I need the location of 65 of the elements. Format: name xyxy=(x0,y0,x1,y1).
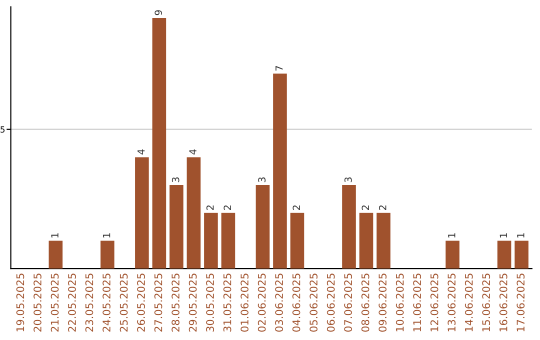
bar xyxy=(273,74,287,269)
x-tick-label: 21.05.2025 xyxy=(50,274,59,332)
x-tick-label: 14.06.2025 xyxy=(464,274,473,332)
bar xyxy=(256,185,270,269)
x-tick-label: 30.05.2025 xyxy=(206,274,214,332)
x-tick-label: 20.05.2025 xyxy=(34,274,42,332)
bar xyxy=(135,157,149,269)
data-label: 2 xyxy=(378,205,386,210)
x-tick-label: 28.05.2025 xyxy=(172,274,180,332)
x-tick-label: 13.06.2025 xyxy=(448,274,456,332)
x-tick-label: 04.06.2025 xyxy=(292,274,300,332)
bar xyxy=(290,212,304,269)
bar xyxy=(376,212,390,269)
x-tick-label: 12.06.2025 xyxy=(430,274,438,332)
data-label: 1 xyxy=(103,233,110,238)
data-label: 4 xyxy=(138,149,145,154)
data-label: 2 xyxy=(292,205,300,210)
x-tick-label: 26.05.2025 xyxy=(137,274,145,332)
data-label: 1 xyxy=(500,233,507,238)
data-label: 3 xyxy=(172,177,180,182)
bar xyxy=(204,212,218,269)
x-tick-label: 05.06.2025 xyxy=(310,274,318,332)
bar xyxy=(100,240,114,269)
data-label: 1 xyxy=(517,233,524,238)
bar xyxy=(514,240,528,269)
x-tick-label: 06.06.2025 xyxy=(326,274,335,332)
bar xyxy=(221,212,236,269)
bar xyxy=(152,18,166,269)
x-tick-label: 02.06.2025 xyxy=(258,274,266,332)
x-tick-label: 03.06.2025 xyxy=(275,274,283,332)
data-label: 2 xyxy=(362,205,369,210)
x-tick-label: 27.05.2025 xyxy=(154,274,162,332)
bar xyxy=(342,185,356,269)
bar xyxy=(497,240,512,269)
bar xyxy=(186,157,201,269)
x-tick-label: 31.05.2025 xyxy=(223,274,232,332)
data-label: 4 xyxy=(189,149,196,154)
data-label: 1 xyxy=(448,233,456,238)
data-label: 9 xyxy=(154,10,162,16)
bar xyxy=(359,212,374,269)
data-label: 1 xyxy=(51,233,58,238)
data-label: 7 xyxy=(276,66,283,71)
data-label: 3 xyxy=(258,177,266,182)
x-tick-label: 11.06.2025 xyxy=(413,274,422,332)
x-tick-label: 25.05.2025 xyxy=(120,274,128,332)
x-tick-label: 22.05.2025 xyxy=(68,274,76,332)
bar xyxy=(446,240,460,269)
bar xyxy=(170,185,184,269)
x-tick-label: 24.05.2025 xyxy=(102,274,110,332)
data-label: 2 xyxy=(206,205,214,210)
data-label: 3 xyxy=(344,177,352,182)
x-tick-label: 08.06.2025 xyxy=(361,274,370,332)
x-tick-label: 15.06.2025 xyxy=(482,274,490,332)
x-tick-label: 29.05.2025 xyxy=(188,274,197,332)
bar xyxy=(48,240,63,269)
x-tick-label: 23.05.2025 xyxy=(85,274,94,332)
x-tick-label: 07.06.2025 xyxy=(344,274,352,332)
data-label: 2 xyxy=(224,205,231,210)
x-tick-label: 17.06.2025 xyxy=(516,274,525,332)
x-tick-label: 10.06.2025 xyxy=(396,274,404,332)
y-tick-label: 5 xyxy=(0,126,5,133)
x-tick-label: 16.06.2025 xyxy=(499,274,508,332)
x-tick-label: 19.05.2025 xyxy=(16,274,24,332)
x-tick-label: 01.06.2025 xyxy=(240,274,248,332)
x-tick-label: 09.06.2025 xyxy=(378,274,387,332)
